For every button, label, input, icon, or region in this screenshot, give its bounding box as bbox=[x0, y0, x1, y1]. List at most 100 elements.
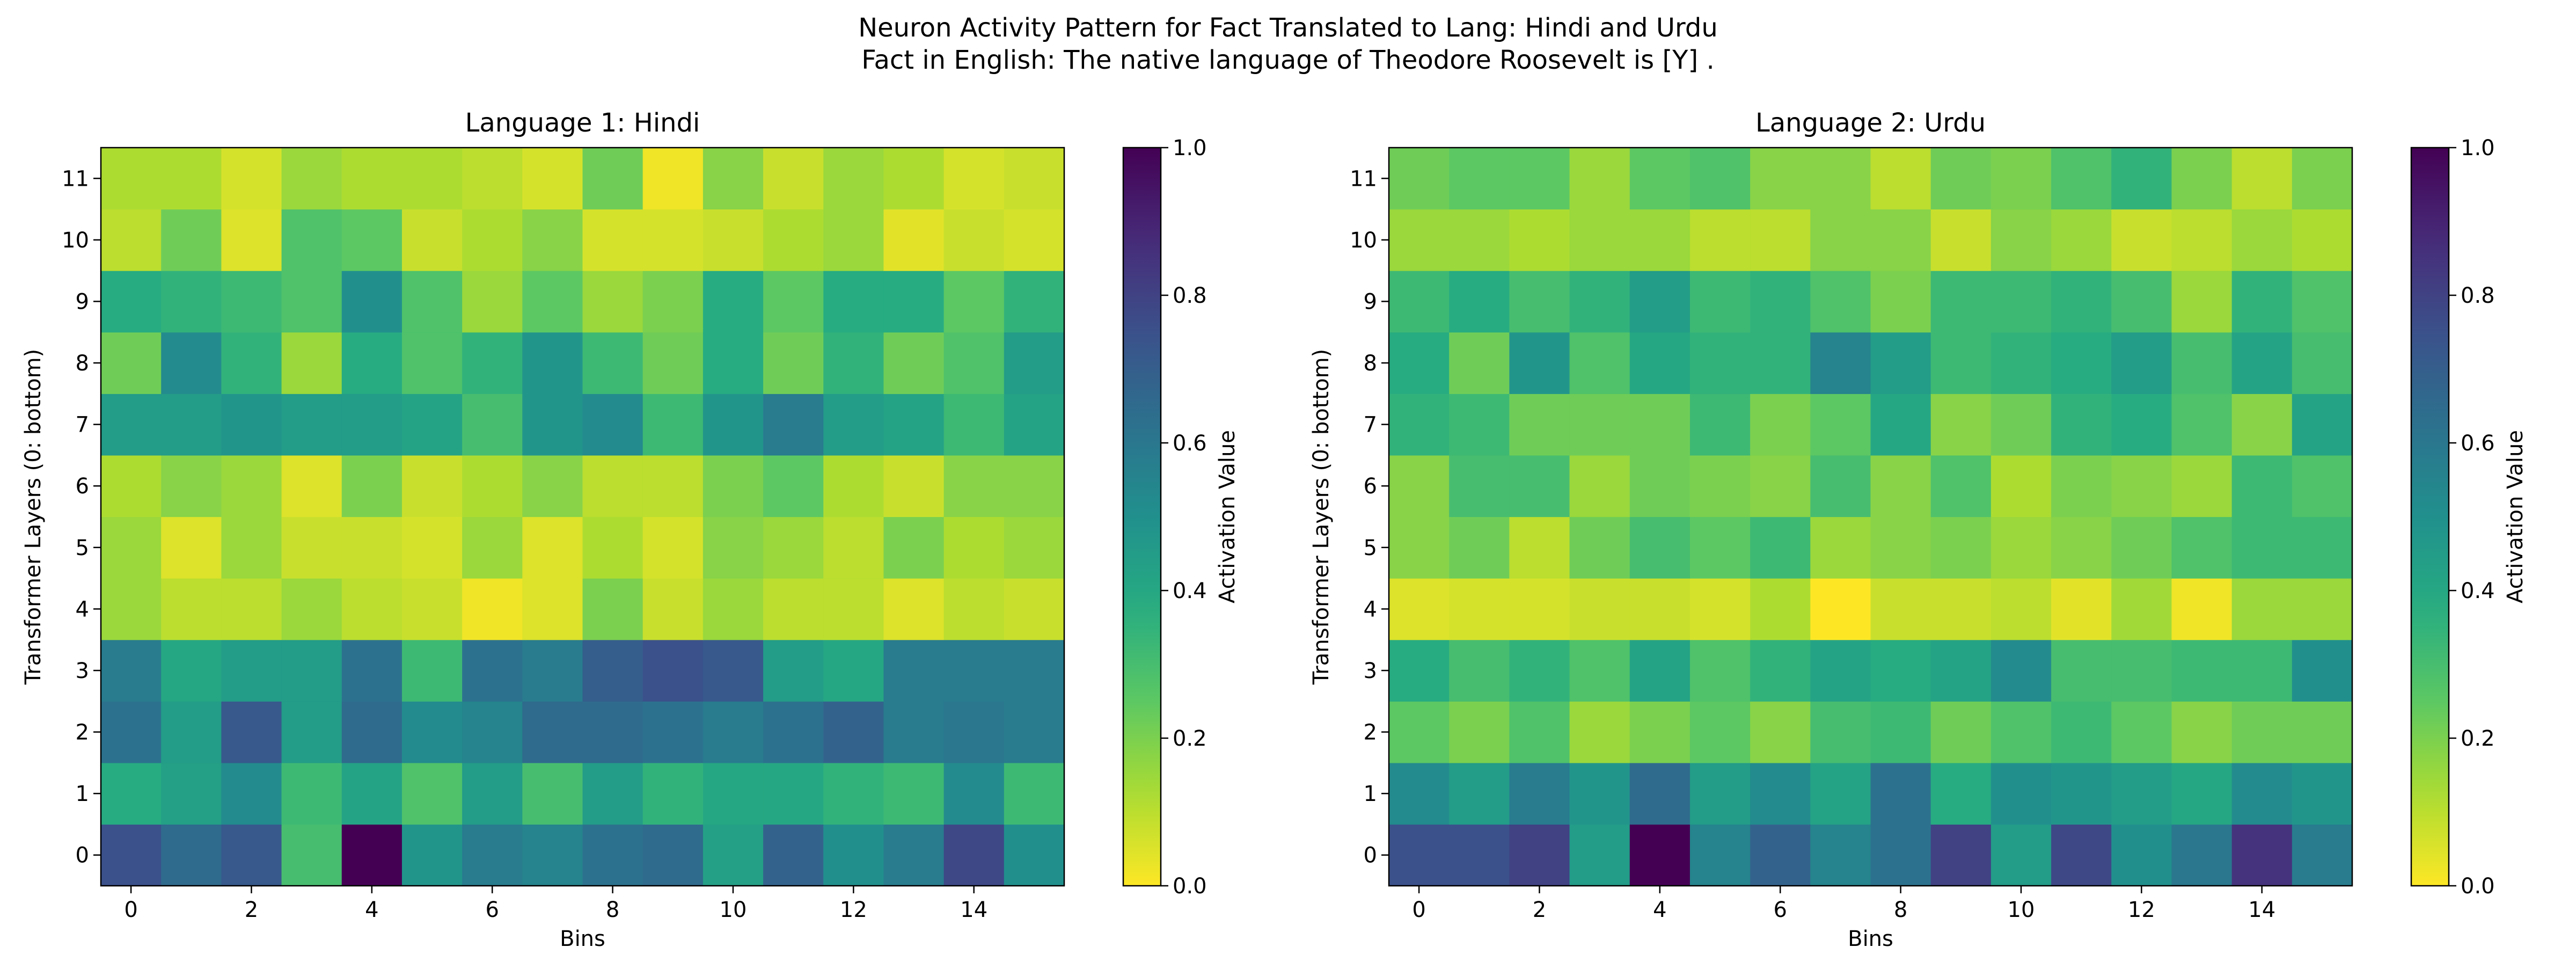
heatmap-cell bbox=[341, 639, 402, 702]
heatmap-cell bbox=[2231, 762, 2293, 825]
heatmap-cell bbox=[281, 516, 342, 579]
heatmap-cell bbox=[642, 824, 704, 886]
heatmap-cell bbox=[1569, 578, 1630, 640]
colorbar-label: Activation Value bbox=[2503, 430, 2528, 603]
y-tick-label: 4 bbox=[1364, 597, 1377, 622]
y-tick-label: 1 bbox=[76, 782, 89, 806]
y-tick-label: 0 bbox=[76, 843, 89, 868]
heatmap-cell bbox=[401, 332, 463, 394]
colorbar-tick-label: 0.0 bbox=[2461, 874, 2495, 899]
heatmap-cell bbox=[1870, 271, 1931, 333]
heatmap-cell bbox=[522, 394, 583, 456]
heatmap-cell bbox=[1569, 639, 1630, 702]
heatmap-cell bbox=[1389, 701, 1450, 763]
heatmap-cell bbox=[281, 701, 342, 763]
heatmap-cell bbox=[1449, 824, 1510, 886]
x-tick-label: 12 bbox=[2128, 898, 2155, 922]
heatmap-cell bbox=[2051, 824, 2112, 886]
heatmap-cell bbox=[1389, 332, 1450, 394]
y-tick-label: 6 bbox=[76, 474, 89, 499]
heatmap-cell bbox=[522, 762, 583, 825]
colorbar-tick-label: 0.8 bbox=[1173, 283, 1207, 308]
heatmap-cell bbox=[2231, 516, 2293, 579]
y-tick-label: 6 bbox=[1364, 474, 1377, 499]
heatmap-cell bbox=[943, 148, 1005, 210]
heatmap-cell bbox=[702, 762, 764, 825]
heatmap-cell bbox=[1810, 394, 1871, 456]
heatmap-cell bbox=[341, 271, 402, 333]
heatmap-cell bbox=[341, 209, 402, 271]
heatmap-cell bbox=[883, 639, 945, 702]
heatmap-cell bbox=[281, 209, 342, 271]
heatmap-cell bbox=[1569, 271, 1630, 333]
heatmap-cells bbox=[1389, 148, 2353, 886]
heatmap-cell bbox=[2051, 578, 2112, 640]
x-axis-label: Bins bbox=[560, 927, 605, 951]
y-tick-label: 5 bbox=[76, 536, 89, 560]
heatmap-cell bbox=[1990, 701, 2052, 763]
y-tick-label: 3 bbox=[1364, 659, 1377, 683]
heatmap-cell bbox=[823, 209, 884, 271]
heatmap-cell bbox=[522, 271, 583, 333]
heatmap-cell bbox=[1449, 148, 1510, 210]
heatmap-cell bbox=[522, 639, 583, 702]
x-tick-label: 12 bbox=[840, 898, 867, 922]
y-tick-label: 7 bbox=[1364, 413, 1377, 438]
heatmap-cell bbox=[1870, 148, 1931, 210]
heatmap-cell bbox=[823, 701, 884, 763]
heatmap-cell bbox=[823, 824, 884, 886]
heatmap-cell bbox=[1689, 578, 1751, 640]
heatmap-cell bbox=[1689, 516, 1751, 579]
heatmap-cell bbox=[341, 148, 402, 210]
x-tick-label: 14 bbox=[960, 898, 987, 922]
heatmap-cell bbox=[281, 824, 342, 886]
heatmap-cell bbox=[401, 148, 463, 210]
heatmap-cell bbox=[161, 824, 222, 886]
heatmap-cell bbox=[161, 762, 222, 825]
heatmap-cell bbox=[763, 701, 824, 763]
x-tick-label: 2 bbox=[1533, 898, 1546, 922]
heatmap-cell bbox=[1629, 455, 1690, 518]
heatmap-cell bbox=[2111, 762, 2172, 825]
heatmap-cell bbox=[101, 455, 162, 518]
heatmap-cell bbox=[221, 701, 282, 763]
x-axis-label: Bins bbox=[1848, 927, 1893, 951]
heatmap-cell bbox=[2231, 639, 2293, 702]
heatmap-cell bbox=[522, 332, 583, 394]
heatmap-cell bbox=[763, 394, 824, 456]
heatmap-cell bbox=[101, 148, 162, 210]
heatmap-cell bbox=[281, 332, 342, 394]
y-tick-label: 9 bbox=[76, 289, 89, 314]
heatmap-cell bbox=[281, 394, 342, 456]
heatmap-cell bbox=[462, 762, 523, 825]
y-tick-label: 11 bbox=[62, 166, 89, 191]
heatmap-cell bbox=[281, 762, 342, 825]
heatmap-cell bbox=[2231, 332, 2293, 394]
heatmap-cell bbox=[522, 824, 583, 886]
heatmap-cell bbox=[101, 762, 162, 825]
heatmap-cell bbox=[1810, 455, 1871, 518]
colorbar-tick-label: 1.0 bbox=[2461, 136, 2495, 161]
heatmap-cell bbox=[1004, 332, 1065, 394]
heatmap-cell bbox=[2171, 332, 2233, 394]
heatmap-cell bbox=[1449, 394, 1510, 456]
heatmap-cell bbox=[642, 701, 704, 763]
heatmap-cell bbox=[1870, 578, 1931, 640]
heatmap-cell bbox=[943, 701, 1005, 763]
heatmap-cell bbox=[1509, 148, 1570, 210]
heatmap-cell bbox=[702, 824, 764, 886]
heatmap-cells bbox=[101, 148, 1065, 886]
heatmap-cell bbox=[2051, 639, 2112, 702]
heatmap-cell bbox=[702, 701, 764, 763]
heatmap-cell bbox=[161, 394, 222, 456]
heatmap-cell bbox=[1810, 271, 1871, 333]
colorbar-tick-label: 0.4 bbox=[2461, 579, 2495, 603]
heatmap-cell bbox=[341, 762, 402, 825]
heatmap-cell bbox=[582, 578, 643, 640]
heatmap-cell bbox=[1810, 332, 1871, 394]
heatmap-cell bbox=[1569, 762, 1630, 825]
heatmap-cell bbox=[1750, 824, 1811, 886]
heatmap-cell bbox=[1930, 394, 1992, 456]
heatmap-cell bbox=[1509, 209, 1570, 271]
